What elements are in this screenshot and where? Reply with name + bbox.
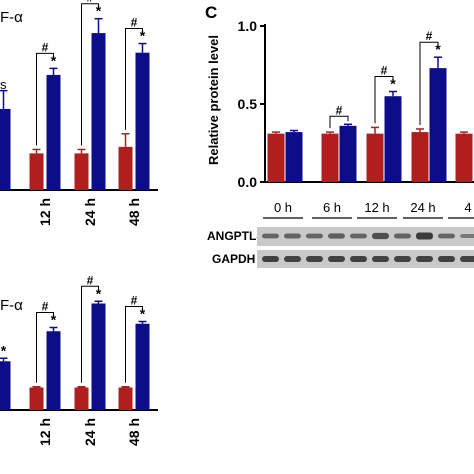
blot-band-gapdh [350,256,367,262]
panel-c-bar-control [411,132,429,182]
panel-a-marker-fragment: s [0,77,7,92]
blot-band-gapdh [372,256,389,262]
panel-b-bar-treated [0,361,11,410]
blot-band-angptl8 [438,233,455,239]
panel-b-bar-treated [91,303,106,410]
panel-b-sig-bracket [125,306,143,383]
panel-c-bar-control [366,133,384,182]
panel-c-bar-treated [384,96,402,182]
panel-c-sig-star: * [435,41,441,57]
blot-lane-label: 12 h [364,200,389,215]
panel-b-category-label: 12 h [37,418,53,446]
panel-b-sig-star: * [140,306,146,322]
panel-a-bar-treated [91,33,106,191]
panel-a-sig-star: * [96,3,102,19]
panel-c-bar-control [321,133,339,182]
panel-a-bar-treated [0,108,11,190]
panel-c-sig-hash: # [336,103,343,117]
panel-a-sig-hash: # [131,16,138,30]
panel-b-sig-star: * [96,285,102,301]
panel-b-sig-bracket [81,285,99,383]
panel-b-bar-treated [46,331,61,410]
panel-b-sig-star: * [1,342,7,358]
panel-c-bar-control [267,133,285,182]
panel-c-sig-star: * [390,76,396,92]
panel-a-sig-bracket [81,3,99,146]
panel-a-sig-bracket [125,28,143,130]
panel-b-sig-hash: # [42,300,49,314]
panel-b-partial: F-α **#12 h*#24 h*#48 h [0,273,158,446]
panel-a-sig-star: * [51,52,57,68]
blot-band-gapdh [306,256,323,262]
blot-band-angptl8 [416,232,433,240]
blot-band-gapdh [328,256,345,262]
panel-b-title-fragment: F-α [0,297,23,314]
blot-band-gapdh [284,256,301,262]
blot-band-gapdh [262,256,279,262]
panel-a-bar-control [29,153,44,190]
blot-row-label-gapdh: GAPDH [212,252,255,266]
panel-c-ylabel: Relative protein level [206,35,221,165]
panel-c-sig-bracket [329,115,349,129]
panel-c-sig-bracket [374,76,394,124]
western-blot: 0 h 6 h 12 h 24 h 4 ANGPTL8 GAPDH [207,200,474,268]
blot-band-gapdh [460,256,474,262]
panel-b-bar-control [118,387,133,410]
blot-band-angptl8 [372,232,389,240]
panel-a-title-fragment: F-α [0,9,23,26]
panel-c: C Relative protein level 0.00.51.0#*#*# [205,3,474,190]
blot-band-gapdh [394,256,411,262]
panel-b-sig-hash: # [131,294,138,308]
panel-c-ytick-label: 0.5 [238,96,258,112]
blot-lane-label: 24 h [410,200,435,215]
panel-a-bar-control [118,146,133,190]
panel-a-sig-hash: # [87,0,94,5]
panel-c-bar-treated [339,125,357,182]
blot-band-angptl8 [262,233,279,239]
panel-a-bar-control [74,153,89,190]
panel-b-sig-hash: # [87,273,94,287]
panel-b-sig-bracket [36,312,54,383]
panel-a-category-label: 12 h [37,198,53,226]
blot-band-angptl8 [306,233,323,239]
panel-a-category-label: 24 h [82,198,98,226]
panel-b-category-label: 48 h [126,418,142,446]
panel-a-category-label: 48 h [126,198,142,226]
panel-c-sig-hash: # [381,64,388,78]
panel-c-letter: C [205,3,217,22]
blot-band-angptl8 [460,234,474,238]
panel-a-sig-star: * [140,28,146,44]
blot-band-angptl8 [328,233,345,239]
panel-c-bar-control [455,133,473,182]
panel-b-sig-star: * [51,312,57,328]
blot-row-label-angptl8: ANGPTL8 [207,229,263,243]
panel-b-bar-treated [135,323,150,410]
blot-band-angptl8 [284,233,301,239]
panel-c-sig-hash: # [426,29,433,43]
panel-a-sig-hash: # [42,40,49,54]
blot-lane-label: 6 h [323,200,341,215]
blot-lane-label: 0 h [274,200,292,215]
blot-lane-label: 4 [464,200,471,215]
panel-a-bar-treated [46,74,61,190]
panel-c-bar-treated [285,132,303,182]
blot-band-angptl8 [350,233,367,239]
panel-c-ytick-label: 0.0 [238,174,258,190]
panel-c-sig-bracket [419,41,439,125]
panel-b-bar-control [29,387,44,410]
panel-a-sig-bracket [36,52,54,146]
panel-b-bar-control [74,387,89,410]
panel-c-bar-treated [429,68,447,182]
blot-band-angptl8 [394,233,411,239]
panel-a-bar-treated [135,52,150,190]
blot-band-gapdh [438,256,455,262]
blot-band-gapdh [416,256,433,262]
panel-b-category-label: 24 h [82,418,98,446]
panel-a-partial: F-α s *#12 h*#24 h*#48 h [0,0,158,226]
panel-c-ytick-label: 1.0 [238,18,258,34]
